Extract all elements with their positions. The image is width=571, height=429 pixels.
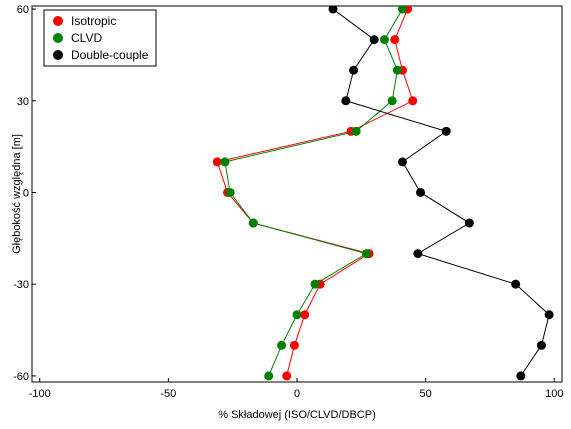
- series-double-couple: [328, 6, 554, 381]
- x-tick-label: -100: [29, 388, 51, 400]
- legend-label-isotropic: Isotropic: [71, 14, 116, 28]
- axes: -100 -50 0 50 100 -60 -30 0 30 60: [13, 4, 563, 400]
- data-point-isotropic: [282, 371, 292, 381]
- series-clvd: [220, 6, 407, 381]
- data-point-clvd: [248, 218, 258, 228]
- data-point-double-couple: [415, 187, 425, 197]
- data-point-clvd: [277, 340, 287, 350]
- data-point-double-couple: [536, 340, 546, 350]
- legend: Isotropic CLVD Double-couple: [43, 9, 157, 67]
- data-point-isotropic: [300, 310, 310, 320]
- data-point-double-couple: [349, 65, 359, 75]
- x-tick-label: -50: [160, 388, 176, 400]
- legend-label-double-couple: Double-couple: [71, 48, 149, 62]
- series-line-clvd: [224, 6, 404, 377]
- legend-marker-double-couple: [53, 50, 63, 60]
- data-point-isotropic: [390, 35, 400, 45]
- data-point-clvd: [379, 35, 389, 45]
- legend-marker-clvd: [53, 33, 63, 43]
- series-layer: [212, 6, 554, 381]
- data-point-clvd: [397, 6, 407, 14]
- data-point-double-couple: [413, 249, 423, 259]
- data-point-double-couple: [464, 218, 474, 228]
- x-tick-label: 100: [545, 388, 563, 400]
- series-line-isotropic: [216, 6, 414, 377]
- y-tick-label: 0: [23, 187, 29, 199]
- y-tick-label: 60: [17, 4, 29, 16]
- x-tick-label: 50: [420, 388, 432, 400]
- data-point-double-couple: [341, 96, 351, 106]
- series-line-double-couple: [331, 6, 550, 377]
- legend-label-clvd: CLVD: [71, 31, 102, 45]
- data-point-double-couple: [511, 279, 521, 289]
- y-tick-label: -30: [13, 279, 29, 291]
- data-point-clvd: [387, 96, 397, 106]
- data-point-double-couple: [544, 310, 554, 320]
- x-tick-label: 0: [294, 388, 300, 400]
- legend-marker-isotropic: [53, 16, 63, 26]
- data-point-double-couple: [516, 371, 526, 381]
- data-point-isotropic: [408, 96, 418, 106]
- data-point-clvd: [292, 310, 302, 320]
- y-tick-label: 30: [17, 96, 29, 108]
- data-point-double-couple: [369, 35, 379, 45]
- series-isotropic: [212, 6, 418, 381]
- data-point-clvd: [220, 157, 230, 167]
- data-point-clvd: [351, 126, 361, 136]
- data-point-double-couple: [328, 6, 338, 14]
- data-point-clvd: [310, 279, 320, 289]
- data-point-isotropic: [289, 340, 299, 350]
- data-point-clvd: [264, 371, 274, 381]
- data-point-isotropic: [212, 157, 222, 167]
- x-axis-label: % Składowej (ISO/CLVD/DBCP): [218, 409, 376, 421]
- data-point-clvd: [225, 187, 235, 197]
- data-point-clvd: [392, 65, 402, 75]
- y-tick-label: -60: [13, 371, 29, 383]
- data-point-double-couple: [441, 126, 451, 136]
- data-point-double-couple: [397, 157, 407, 167]
- y-axis-label: Głębokość względna [m]: [11, 134, 23, 254]
- data-point-clvd: [361, 249, 371, 259]
